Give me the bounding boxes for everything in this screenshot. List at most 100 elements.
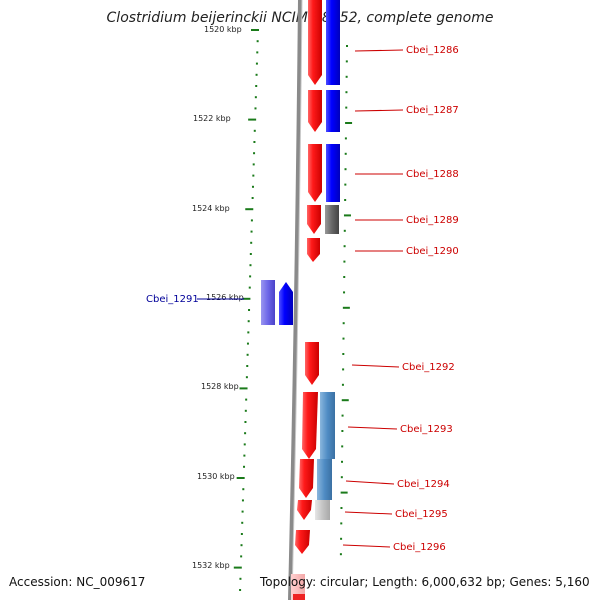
leader-cbei-1292 (351, 364, 400, 368)
leader-cbei-1295 (344, 511, 393, 515)
ortholog-block-2 (326, 90, 340, 132)
outer-minor-tick (340, 507, 343, 509)
minor-tick (251, 197, 254, 199)
outer-major-tick (341, 399, 349, 402)
ruler-label-1526: 1526 kbp (206, 293, 244, 302)
leader-cbei-1287 (354, 109, 404, 112)
outer-minor-tick (341, 430, 344, 432)
outer-major-tick (343, 214, 351, 217)
gene-label-cbei-1288: Cbei_1288 (406, 169, 459, 180)
minor-tick (251, 185, 254, 188)
minor-tick (242, 488, 245, 491)
minor-tick (246, 365, 249, 367)
outer-minor-tick (340, 476, 343, 479)
minor-tick (245, 376, 248, 379)
minor-tick (254, 107, 257, 110)
gene-label-cbei-1290: Cbei_1290 (406, 246, 459, 257)
minor-tick (240, 544, 243, 547)
ortholog-block-gray (325, 205, 339, 234)
reverse-cds-track (261, 280, 293, 325)
major-tick (245, 208, 254, 211)
gene-leaders (197, 49, 404, 548)
gene-cbei-1287-arrow (308, 90, 322, 132)
minor-tick (255, 73, 258, 76)
outer-minor-tick (342, 322, 345, 325)
outer-minor-tick (339, 553, 342, 556)
gene-label-cbei-1286: Cbei_1286 (406, 45, 459, 56)
major-tick (236, 477, 245, 479)
minor-tick (243, 465, 246, 468)
outer-minor-tick (345, 60, 348, 63)
gene-cbei-1288-arrow (308, 144, 322, 202)
minor-tick (254, 96, 257, 99)
ruler-label-1524: 1524 kbp (192, 204, 230, 213)
outer-minor-tick (343, 229, 346, 232)
minor-tick (256, 51, 259, 54)
gene-cbei-1295-arrow (297, 500, 312, 520)
outer-minor-tick (341, 460, 344, 463)
accession-text: Accession: NC_009617 (9, 575, 146, 589)
leader-cbei-1296 (342, 544, 391, 548)
outer-minor-tick (341, 383, 344, 386)
major-tick (233, 566, 242, 569)
ortholog-track (315, 0, 340, 520)
leader-cbei-1286 (354, 49, 404, 52)
outer-minor-tick (345, 106, 348, 109)
ruler-label-1530: 1530 kbp (197, 472, 235, 481)
gene-cbei-1294-arrow (299, 459, 314, 498)
ruler-label-1520: 1520 kbp (204, 25, 242, 34)
gene-cbei-1292-arrow (305, 342, 319, 385)
feature-bottom-red (293, 594, 305, 600)
minor-tick (243, 443, 246, 446)
gene-cbei-1296-arrow (295, 530, 310, 554)
minor-tick (256, 40, 259, 43)
gene-label-cbei-1292: Cbei_1292 (402, 362, 455, 373)
minor-tick (253, 129, 256, 132)
feature-bottom-pink (291, 574, 305, 600)
ortholog-block-1 (326, 0, 340, 85)
major-tick (239, 387, 248, 390)
major-tick (248, 118, 257, 121)
ruler-label-1522: 1522 kbp (193, 114, 231, 123)
gene-label-cbei-1293: Cbei_1293 (400, 424, 453, 435)
outer-minor-tick (346, 45, 348, 47)
minor-tick (253, 152, 256, 155)
outer-minor-tick (345, 75, 348, 78)
minor-tick (252, 174, 255, 177)
outer-minor-tick (340, 537, 343, 540)
minor-tick (250, 230, 253, 233)
gene-label-cbei-1295: Cbei_1295 (395, 509, 448, 520)
minor-tick (244, 421, 247, 423)
minor-tick (239, 577, 242, 580)
minor-tick (255, 62, 258, 65)
minor-tick (245, 398, 248, 401)
minor-tick (250, 219, 253, 222)
minor-tick (243, 454, 246, 457)
outer-ruler-ticks (339, 45, 353, 556)
minor-tick (239, 589, 242, 591)
outer-minor-tick (344, 183, 347, 186)
minor-tick (240, 533, 243, 535)
ortholog-block-light (315, 500, 330, 520)
gene-cbei-1291-ortholog (261, 280, 275, 325)
minor-tick (244, 432, 247, 435)
minor-tick (246, 342, 249, 345)
genome-backbone (288, 0, 302, 600)
minor-tick (247, 320, 250, 323)
gene-label-cbei-1294: Cbei_1294 (397, 479, 450, 490)
outer-minor-tick (344, 199, 347, 201)
outer-minor-tick (342, 353, 345, 355)
ortholog-block-steel-1 (320, 392, 335, 459)
minor-tick (241, 521, 244, 524)
forward-cds-track (295, 0, 322, 554)
minor-tick (247, 331, 250, 334)
leader-cbei-1294 (345, 480, 395, 485)
outer-minor-tick (343, 260, 346, 263)
ruler-ticks (233, 29, 259, 591)
minor-tick (249, 264, 252, 267)
outer-minor-tick (345, 91, 348, 94)
outer-minor-tick (343, 245, 346, 248)
outer-minor-tick (342, 337, 345, 340)
outer-major-tick (345, 122, 353, 124)
leader-cbei-1293 (347, 426, 398, 430)
